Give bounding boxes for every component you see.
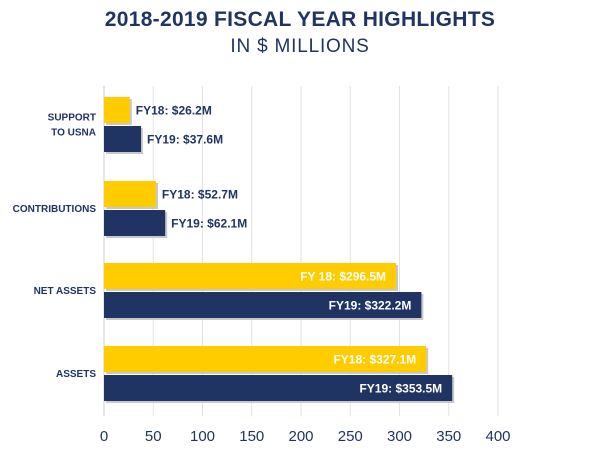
bar-label-0-1: FY19: $37.6M: [147, 133, 223, 147]
x-tick-label-3: 150: [239, 428, 264, 445]
bar-label-2-0: FY 18: $296.5M: [300, 270, 386, 284]
x-tick-label-0: 0: [100, 428, 108, 445]
category-label-2-0: NET ASSETS: [34, 286, 97, 297]
category-label-3-0: ASSETS: [56, 369, 96, 380]
x-tick-label-1: 50: [145, 428, 162, 445]
bar-1-1: [104, 210, 166, 236]
bar-label-3-0: FY18: $327.1M: [333, 353, 416, 367]
x-tick-label-7: 350: [436, 428, 461, 445]
bar-label-3-1: FY19: $353.5M: [359, 382, 442, 396]
x-tick-label-5: 250: [338, 428, 363, 445]
chart-subtitle: IN $ MILLIONS: [230, 36, 370, 57]
x-tick-label-2: 100: [190, 428, 215, 445]
bar-1-0: [104, 181, 156, 207]
bar-0-1: [104, 126, 142, 152]
bar-2-1: [104, 292, 422, 318]
bar-0-0: [104, 97, 130, 123]
bar-3-1: [104, 375, 453, 401]
bar-label-1-0: FY18: $52.7M: [162, 188, 238, 202]
x-tick-label-4: 200: [288, 428, 313, 445]
bar-label-2-1: FY19: $322.2M: [329, 299, 412, 313]
category-label-1-0: CONTRIBUTIONS: [13, 204, 97, 215]
bar-label-1-1: FY19: $62.1M: [171, 217, 247, 231]
bar-3-0: [104, 346, 427, 372]
chart-title: 2018-2019 FISCAL YEAR HIGHLIGHTS: [104, 8, 496, 31]
x-tick-label-8: 400: [485, 428, 510, 445]
bar-label-0-0: FY18: $26.2M: [136, 104, 212, 118]
category-label-0-0: SUPPORT: [48, 113, 96, 124]
category-label-0-1: TO USNA: [51, 128, 96, 139]
bar-2-0: [104, 263, 397, 289]
x-tick-label-6: 300: [387, 428, 412, 445]
